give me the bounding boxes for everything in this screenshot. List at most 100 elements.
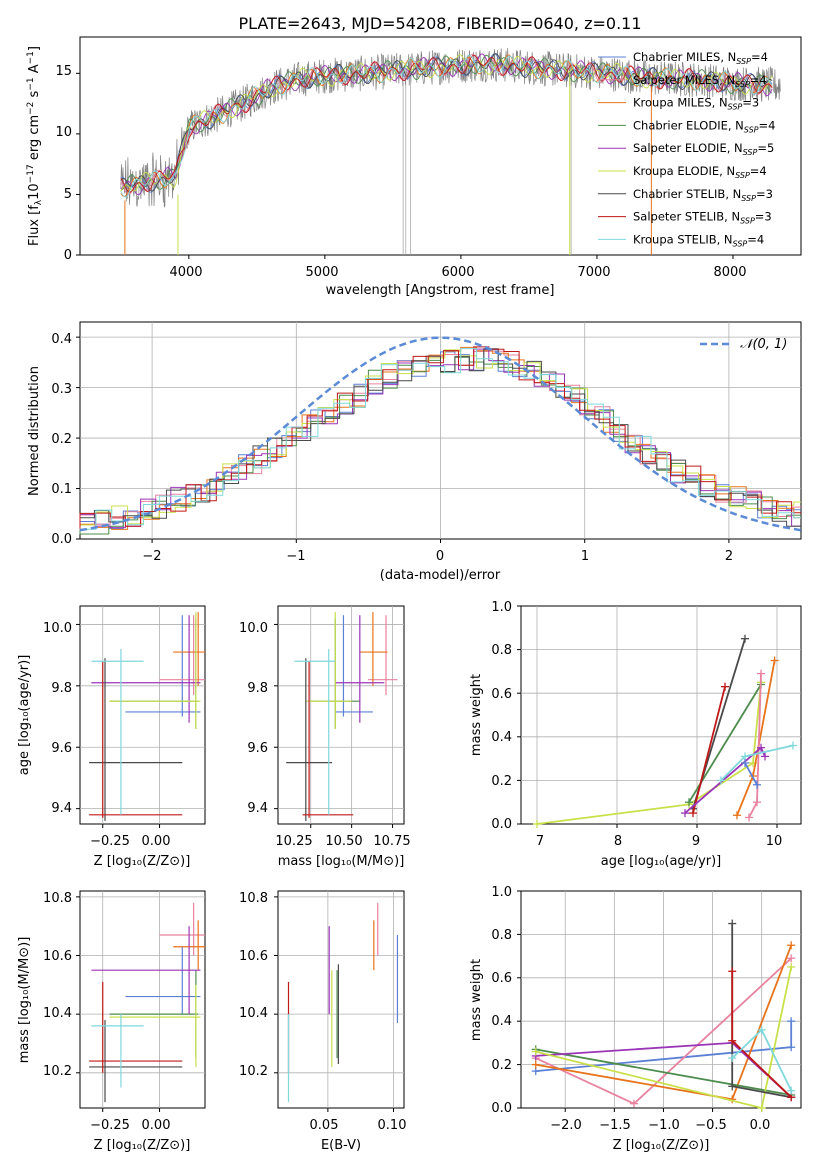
legend-label: Salpeter ELODIE, NSSP=5 bbox=[633, 141, 774, 157]
residual-ytick: 0.1 bbox=[51, 482, 72, 497]
mass-age-ytick: 9.6 bbox=[247, 741, 268, 756]
residual-xtick: 1 bbox=[581, 549, 589, 564]
z-weight-panel: −2.0 −1.5 −1.0 −0.5 0.0 0.0 0.2 0.4 0.6 … bbox=[469, 885, 802, 1153]
spectrum-model-line bbox=[120, 53, 773, 192]
spectrum-frame bbox=[79, 36, 802, 256]
z-mass-ytick: 10.8 bbox=[43, 891, 72, 906]
residual-xtick: 2 bbox=[725, 549, 733, 564]
legend-label: Chabrier MILES, NSSP=4 bbox=[633, 50, 768, 66]
z-weight-ytick: 0.2 bbox=[491, 1058, 512, 1073]
z-weight-xtick: −2.0 bbox=[550, 1118, 582, 1133]
z-mass-ylabel: mass [log₁₀(M/M⊙)] bbox=[17, 937, 32, 1064]
mass-age-frame bbox=[277, 605, 405, 825]
spectrum-lines bbox=[76, 47, 781, 259]
spectrum-model-line bbox=[120, 54, 773, 198]
residual-ytick: 0.2 bbox=[51, 432, 72, 447]
z-weight-xlabel: Z [log₁₀(Z/Z⊙)] bbox=[613, 1138, 710, 1153]
z-weight-ylabel: mass weight bbox=[469, 959, 484, 1041]
mass-age-ytick: 9.4 bbox=[247, 801, 268, 816]
ebv-mass-xlabel: E(B-V) bbox=[321, 1138, 361, 1153]
age-weight-frame bbox=[520, 605, 802, 825]
age-weight-ytick: 0.0 bbox=[491, 817, 512, 832]
ebv-mass-panel: 0.05 0.10 10.2 10.4 10.6 10.8 E(B-V) bbox=[239, 890, 407, 1153]
z-weight-xtick: −0.5 bbox=[695, 1118, 727, 1133]
z-weight-ytick: 0.4 bbox=[491, 1014, 512, 1029]
mass-age-xtick: 10.50 bbox=[325, 834, 362, 849]
z-mass-ytick: 10.2 bbox=[43, 1064, 72, 1079]
ebv-mass-xtick: 0.10 bbox=[378, 1118, 407, 1133]
age-weight-ytick: 0.6 bbox=[491, 687, 512, 702]
spectrum-ytick: 5 bbox=[64, 187, 72, 202]
age-weight-xtick: 10 bbox=[766, 834, 783, 849]
mass-age-xtick: 10.25 bbox=[275, 834, 312, 849]
ebv-mass-ytick: 10.8 bbox=[239, 891, 268, 906]
z-age-xtick: −0.25 bbox=[90, 834, 130, 849]
spectrum-xlabel: wavelength [Angstrom, rest frame] bbox=[326, 283, 555, 298]
ebv-mass-ytick: 10.2 bbox=[239, 1064, 268, 1079]
figure-title: PLATE=2643, MJD=54208, FIBERID=0640, z=0… bbox=[238, 14, 641, 33]
legend-label: Salpeter STELIB, NSSP=3 bbox=[633, 210, 772, 226]
z-age-ylabel: age [log₁₀(age/yr)] bbox=[17, 655, 32, 776]
z-weight-ytick: 0.8 bbox=[491, 928, 512, 943]
ebv-mass-ytick: 10.4 bbox=[239, 1006, 268, 1021]
z-mass-panel: −0.25 0.00 10.2 10.4 10.6 10.8 Z [log₁₀(… bbox=[17, 890, 206, 1153]
age-weight-xtick: 8 bbox=[614, 834, 622, 849]
spectrum-panel: 4000 5000 6000 7000 8000 0 5 10 15 wavel… bbox=[26, 36, 802, 298]
ebv-mass-xtick: 0.05 bbox=[310, 1118, 339, 1133]
residual-xtick: −2 bbox=[142, 549, 161, 564]
spectrum-ytick: 10 bbox=[55, 125, 72, 140]
z-weight-xtick: −1.0 bbox=[648, 1118, 680, 1133]
z-weight-ytick: 1.0 bbox=[491, 885, 512, 900]
z-mass-xtick: 0.00 bbox=[142, 1118, 171, 1133]
z-mass-crosses bbox=[76, 891, 205, 1112]
age-weight-ytick: 0.4 bbox=[491, 730, 512, 745]
normal-curve bbox=[79, 336, 802, 532]
residual-xtick: 0 bbox=[436, 549, 444, 564]
mass-age-ytick: 10.0 bbox=[239, 621, 268, 636]
spectrum-ylabel: Flux [fλ10−17 erg cm−2 s−1 A−1] bbox=[26, 46, 44, 246]
z-weight-xtick: −1.5 bbox=[599, 1118, 631, 1133]
z-mass-ytick: 10.6 bbox=[43, 949, 72, 964]
age-weight-ytick: 0.8 bbox=[491, 643, 512, 658]
weight-series-line bbox=[535, 1048, 792, 1096]
mass-age-crosses bbox=[274, 606, 404, 828]
spectrum-ytick: 0 bbox=[64, 248, 72, 263]
spectrum-legend: Chabrier MILES, NSSP=4 Salpeter MILES, NS… bbox=[598, 50, 775, 248]
age-weight-lines bbox=[517, 605, 801, 828]
z-mass-frame bbox=[79, 890, 206, 1109]
ebv-mass-frame bbox=[277, 890, 405, 1109]
z-age-frame bbox=[79, 605, 206, 825]
residual-histogram bbox=[79, 346, 801, 529]
z-age-ytick: 10.0 bbox=[43, 621, 72, 636]
age-weight-ylabel: mass weight bbox=[469, 674, 484, 756]
z-mass-ytick: 10.4 bbox=[43, 1006, 72, 1021]
z-weight-lines bbox=[517, 890, 801, 1112]
mass-age-xlabel: mass [log₁₀(M/M⊙)] bbox=[278, 854, 405, 869]
spectrum-ytick: 15 bbox=[55, 64, 72, 79]
age-weight-xtick: 9 bbox=[692, 834, 700, 849]
age-weight-xlabel: age [log₁₀(age/yr)] bbox=[601, 854, 722, 869]
weight-series-line bbox=[536, 682, 762, 825]
spectrum-model-line bbox=[120, 54, 773, 198]
z-weight-xtick: 0.0 bbox=[750, 1118, 771, 1133]
z-mass-xlabel: Z [log₁₀(Z/Z⊙)] bbox=[94, 1138, 191, 1153]
age-weight-panel: 7 8 9 10 0.0 0.2 0.4 0.6 0.8 1.0 age [lo… bbox=[469, 600, 802, 869]
legend-label: Chabrier STELIB, NSSP=3 bbox=[633, 187, 773, 203]
ebv-mass-crosses bbox=[274, 891, 404, 1112]
legend-label: Kroupa STELIB, NSSP=4 bbox=[633, 232, 764, 248]
mass-age-xtick: 10.75 bbox=[373, 834, 410, 849]
age-weight-ytick: 1.0 bbox=[491, 600, 512, 615]
z-weight-ytick: 0.0 bbox=[491, 1101, 512, 1116]
residual-xlabel: (data-model)/error bbox=[380, 568, 501, 583]
z-age-crosses bbox=[76, 606, 205, 828]
residual-ylabel: Normed distribution bbox=[27, 366, 42, 496]
spectrum-model-line bbox=[120, 54, 773, 193]
ebv-mass-ytick: 10.6 bbox=[239, 949, 268, 964]
spectrum-xtick: 7000 bbox=[577, 265, 610, 280]
spectrum-xtick: 8000 bbox=[713, 265, 746, 280]
normal-legend-label: 𝒩(0, 1) bbox=[740, 337, 787, 352]
residual-xtick: −1 bbox=[286, 549, 305, 564]
age-weight-ytick: 0.2 bbox=[491, 774, 512, 789]
spectrum-xtick: 6000 bbox=[441, 265, 474, 280]
